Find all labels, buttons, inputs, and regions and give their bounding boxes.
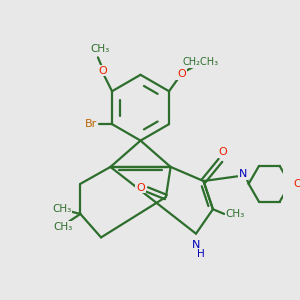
Text: CH₃: CH₃ (52, 204, 71, 214)
Text: O: O (98, 66, 107, 76)
Text: CH₃: CH₃ (90, 44, 110, 54)
Text: Br: Br (85, 119, 98, 129)
Text: H: H (197, 249, 205, 260)
Text: O: O (218, 147, 227, 157)
Text: CH₃: CH₃ (226, 209, 245, 219)
Text: O: O (177, 69, 186, 79)
Text: N: N (192, 240, 200, 250)
Text: N: N (239, 169, 247, 179)
Text: CH₂CH₃: CH₂CH₃ (183, 57, 219, 67)
Text: O: O (293, 179, 300, 189)
Text: O: O (136, 183, 145, 193)
Text: CH₃: CH₃ (54, 222, 73, 232)
